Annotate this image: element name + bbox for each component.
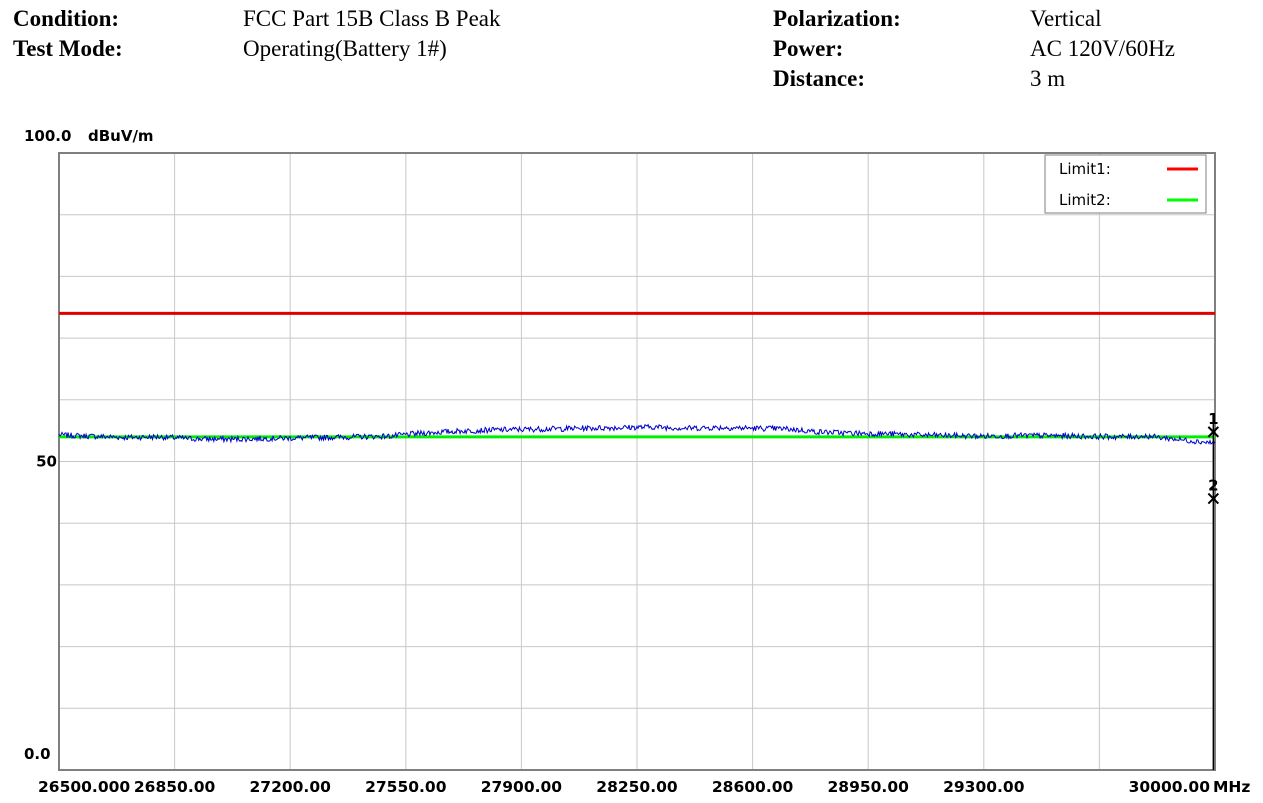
test-mode-label: Test Mode:: [13, 36, 123, 61]
test-mode-value: Operating(Battery 1#): [243, 36, 447, 61]
y-tick-label: 0.0: [24, 745, 51, 763]
x-tick-label: 28600.00: [712, 778, 794, 796]
legend-label: Limit2:: [1059, 191, 1111, 209]
polarization-label: Polarization:: [773, 6, 901, 31]
x-tick-label: 27200.00: [250, 778, 332, 796]
x-tick-label: 26500.000: [38, 778, 130, 796]
condition-label: Condition:: [13, 6, 120, 31]
x-axis: 26500.000 26850.00 27200.00 27550.00 27900.0…: [38, 778, 1210, 796]
x-tick-label: 27900.00: [481, 778, 563, 796]
y-tick-label: 100.0: [24, 127, 71, 145]
series-traces: [58, 423, 1216, 445]
y-axis: 100.0 50 0.0: [24, 127, 71, 763]
emission-trace: [58, 423, 1216, 445]
marker-label: 2: [1208, 477, 1218, 495]
x-tick-label: 29300.00: [943, 778, 1025, 796]
distance-label: Distance:: [773, 66, 865, 91]
x-tick-label: 27550.00: [365, 778, 447, 796]
power-label: Power:: [773, 36, 844, 61]
legend-box: [1044, 154, 1207, 214]
grid-lines: [59, 153, 1215, 770]
legend: Limit1: Limit2:: [1044, 154, 1207, 214]
marker-cross: [1207, 492, 1220, 505]
x-tick-label: 26850.00: [134, 778, 216, 796]
power-value: AC 120V/60Hz: [1030, 36, 1176, 61]
y-axis-unit-label: dBuV/m: [88, 127, 154, 145]
x-axis-unit-label: MHz: [1213, 778, 1250, 796]
condition-value: FCC Part 15B Class B Peak: [243, 6, 501, 31]
marker-label: 1: [1208, 410, 1218, 428]
legend-label: Limit1:: [1059, 160, 1111, 178]
x-tick-label: 28250.00: [596, 778, 678, 796]
x-tick-label: 28950.00: [828, 778, 910, 796]
marker-group: 12: [1207, 410, 1220, 770]
y-tick-label: 50: [36, 453, 57, 471]
marker-cross: [1207, 426, 1220, 438]
polarization-value: Vertical: [1030, 6, 1102, 31]
plot-frame: [58, 152, 1216, 771]
distance-value: 3 m: [1030, 66, 1066, 91]
x-tick-label: 30000.00: [1129, 778, 1211, 796]
